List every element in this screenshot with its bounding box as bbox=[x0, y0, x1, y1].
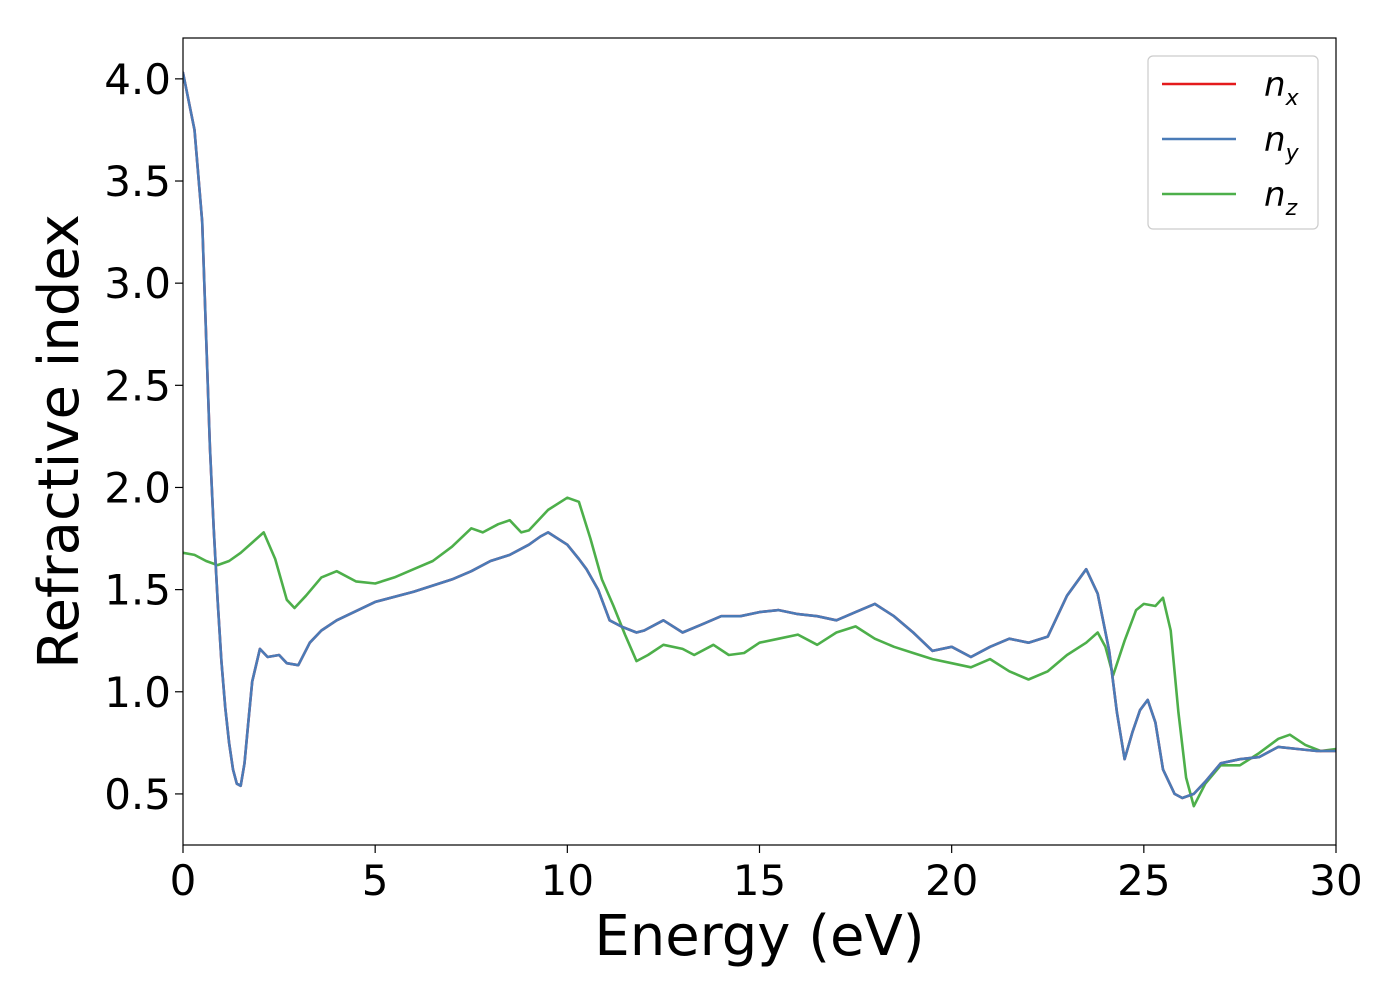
x-tick-label: 0 bbox=[170, 856, 197, 905]
series-line-z bbox=[183, 496, 1336, 808]
x-axis-title: Energy (eV) bbox=[594, 904, 924, 969]
legend-label-x: nx bbox=[1264, 65, 1300, 111]
y-tick-label: 3.5 bbox=[104, 157, 171, 206]
legend: nx ny nz bbox=[1147, 55, 1319, 230]
x-tick-label: 5 bbox=[362, 856, 389, 905]
y-tick-label: 2.5 bbox=[104, 361, 171, 410]
x-tick-label: 15 bbox=[733, 856, 786, 905]
legend-label-z: nz bbox=[1264, 175, 1298, 221]
series-line-y bbox=[183, 71, 1336, 800]
y-tick-label: 3.0 bbox=[104, 259, 171, 308]
y-tick-label: 2.0 bbox=[104, 463, 171, 512]
x-tick-label: 30 bbox=[1309, 856, 1362, 905]
y-tick-label: 1.0 bbox=[104, 668, 171, 717]
x-tick-label: 25 bbox=[1117, 856, 1170, 905]
y-axis: 0.5 1.0 1.5 2.0 2.5 3.0 3.5 4.0 bbox=[104, 55, 183, 819]
y-tick-label: 4.0 bbox=[104, 55, 171, 104]
plot-lines bbox=[183, 71, 1336, 808]
legend-label-y: ny bbox=[1264, 120, 1300, 166]
y-tick-label: 0.5 bbox=[104, 770, 171, 819]
y-tick-label: 1.5 bbox=[104, 566, 171, 615]
x-tick-label: 10 bbox=[541, 856, 594, 905]
x-tick-label: 20 bbox=[925, 856, 978, 905]
legend-box bbox=[1147, 55, 1319, 230]
x-axis: 0 5 10 15 20 25 30 bbox=[170, 845, 1363, 905]
y-axis-title: Refractive index bbox=[27, 214, 92, 669]
